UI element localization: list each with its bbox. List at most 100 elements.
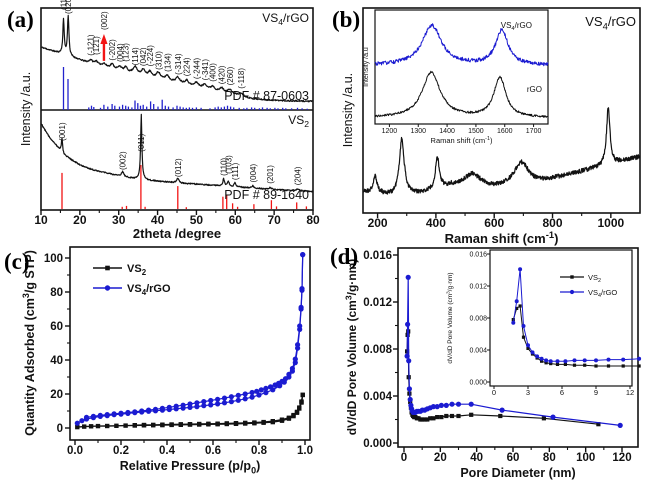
inset-y-tick-label: 0.004: [469, 348, 487, 355]
peak-label: (011): [137, 133, 146, 151]
xrd-curve-1: [40, 113, 314, 193]
peak-label: (103): [224, 155, 233, 174]
pdf-sticks-87-0603: [62, 67, 308, 110]
peak-label: (110): [60, 0, 69, 10]
peak-label: (123): [122, 43, 131, 62]
x-tick-label: 20: [73, 213, 87, 227]
inset-y-axis-label: dV/dD Pore Volume (cm3/g·nm): [446, 272, 455, 363]
x-tick-label: 60: [229, 213, 243, 227]
x-tick-label: 70: [267, 213, 281, 227]
x-tick-label: 600: [484, 216, 504, 230]
x-tick-label: 200: [368, 216, 388, 230]
panel-a-xrd-chart: (110)(020)(-121)(121) (-202)(004)(123) (11…: [19, 0, 320, 241]
peak-label: (420): [218, 65, 227, 84]
x-tick-label: 800: [543, 216, 563, 230]
panel-d-pore-chart: 0 20 40 60 80 100 1200.0000.0040.0080.0120.016…: [343, 247, 642, 480]
peak-label: (224): [183, 57, 192, 76]
x-tick-label: 50: [190, 213, 204, 227]
peak-label: (-224): [146, 45, 155, 67]
x-tick-label: 400: [426, 216, 446, 230]
x-tick-label: 0.6: [205, 445, 221, 457]
y-tick-label: 80: [50, 287, 63, 299]
pdf-card-label: PDF # 89-1640: [224, 188, 309, 202]
raman-inset: 1200 1300 1400 1500 1600 1700 Raman shift (cm-…: [363, 9, 549, 145]
x-tick-label: 40: [151, 213, 165, 227]
xrd-curve-0: [40, 14, 314, 103]
inset-y-axis-label: Intensity /a.u: [363, 47, 370, 87]
panel-b-raman-chart: 200 400 600 800 1000 Raman shift (cm-1) Intens…: [341, 7, 641, 246]
peak-label: (310): [154, 51, 163, 70]
sample-label: VS2: [288, 113, 309, 129]
inset-curve-0: [374, 23, 549, 67]
peak-label: (134): [163, 53, 172, 72]
peak-label: (260): [226, 66, 235, 85]
inset-y-tick-label: 0.016: [469, 252, 487, 259]
x-axis-label: 2theta /degree: [133, 226, 221, 241]
isotherm-series: [74, 252, 306, 430]
x-tick-label: 1.0: [297, 445, 313, 457]
peak-label-002: (002): [100, 11, 109, 30]
legend: VS2 VS4/rGO: [93, 263, 171, 297]
y-tick-label: 0.004: [363, 391, 392, 403]
x-tick-label: 30: [112, 213, 126, 227]
inset-x-tick-label: 1300: [410, 128, 426, 135]
panel-label-a: (a): [7, 7, 34, 32]
legend-label: VS4/rGO: [127, 283, 171, 297]
inset-y-tick-label: 0.000: [469, 380, 487, 387]
x-tick-label: 0.0: [67, 445, 83, 457]
y-axis-label: Intensity /a.u.: [19, 72, 33, 146]
y-tick-label: 40: [50, 355, 63, 367]
x-tick-label: 120: [612, 452, 631, 464]
inset-legend: VS2 VS4/rGO: [560, 273, 617, 299]
inset-y-tick-label: 0.008: [469, 316, 487, 323]
inset-x-tick-label: 1400: [439, 128, 455, 135]
x-axis-label: Raman shift (cm-1): [445, 229, 559, 246]
peak-label: (002): [119, 151, 128, 170]
inset-series-VS2-line: [512, 305, 640, 367]
y-axis-label: Quantity Adsorbed (cm3/g STP): [21, 250, 37, 436]
y-tick-label: 0.008: [363, 344, 392, 356]
inset-series-label-vs4rgo: VS4/rGO: [501, 21, 532, 32]
x-tick-label: 10: [34, 213, 48, 227]
peak-label: (111): [231, 162, 240, 180]
panel-label-c: (c): [4, 249, 30, 274]
panel-d-frame: [397, 247, 639, 448]
inset-x-tick-label: 1600: [497, 128, 513, 135]
inset-series-label-rgo: rGO: [527, 85, 542, 94]
peak-label: (012): [174, 158, 183, 177]
x-tick-label: 40: [470, 452, 483, 464]
y-tick-label: 0.012: [363, 297, 392, 309]
peak-label: (110): [220, 157, 229, 175]
y-tick-label: 0: [57, 423, 63, 435]
pore-series: [404, 274, 623, 428]
pdf-card-label: PDF # 87-0603: [224, 89, 309, 103]
inset-x-tick-label: 3: [526, 388, 530, 397]
inset-frame: [374, 9, 549, 125]
x-tick-label: 80: [306, 213, 320, 227]
x-tick-label: 20: [434, 452, 447, 464]
peak-label: (201): [266, 165, 275, 184]
x-tick-label: 0.8: [251, 445, 268, 457]
panel-label-b: (b): [332, 7, 361, 32]
panel-c-isotherm-chart: 0.0 0.2 0.4 0.6 0.8 1.0 0 20 40 60 80 100 Relative P…: [21, 246, 313, 475]
inset-series-VS4rGO-line: [512, 268, 640, 362]
x-tick-label: 100: [576, 452, 595, 464]
y-axis-label: dV/dD Pore Volume (cm3/g·nm): [343, 259, 359, 436]
x-tick-label: 0.4: [159, 445, 176, 457]
peak-label: (114): [131, 47, 140, 65]
legend-label: VS2: [127, 263, 147, 277]
inset-y-tick-label: 0.012: [469, 284, 487, 291]
peak-label: (-202): [108, 39, 117, 61]
y-tick-label: 0.016: [363, 250, 392, 262]
sample-label: VS4/rGO: [262, 11, 309, 27]
panel-c-frame: [69, 246, 311, 441]
x-tick-label: 60: [507, 452, 520, 464]
panel-label-d: (d): [330, 244, 359, 269]
peak-label: (204): [293, 166, 302, 185]
pdf-sticks-89-1640: [61, 165, 308, 209]
inset-legend-label: VS2: [588, 273, 601, 284]
x-tick-label: 80: [543, 452, 556, 464]
peak-label: (-341): [201, 59, 210, 81]
inset-curve-1: [374, 70, 549, 118]
